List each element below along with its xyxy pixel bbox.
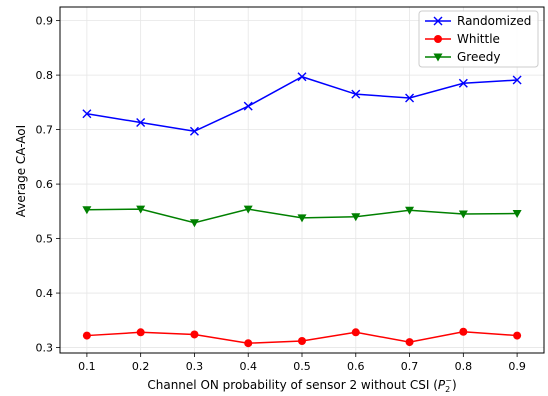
series-layer xyxy=(82,72,522,348)
marker-stroke xyxy=(243,101,253,111)
data-point xyxy=(512,210,522,219)
marker-stroke xyxy=(433,16,443,26)
marker-stroke xyxy=(351,89,361,99)
data-point xyxy=(190,330,199,339)
data-point xyxy=(298,337,306,346)
marker-stroke xyxy=(405,93,415,103)
x-tick-label: 0.6 xyxy=(347,360,365,373)
legend-marker xyxy=(434,35,442,43)
data-point xyxy=(82,331,91,340)
data-point xyxy=(136,118,146,128)
x-tick-label: 0.1 xyxy=(78,360,96,373)
data-point xyxy=(243,101,253,111)
x-axis-label-superscript: − xyxy=(445,376,452,385)
marker-stroke xyxy=(136,118,146,128)
data-point xyxy=(297,72,307,82)
y-tick-label: 0.3 xyxy=(36,342,54,355)
data-point xyxy=(189,126,199,136)
legend-entry: Greedy xyxy=(425,50,500,64)
legend: Randomized Whittle Greedy xyxy=(418,10,539,68)
y-tick-label: 0.8 xyxy=(36,69,54,82)
legend-entry: Randomized xyxy=(425,14,531,28)
data-point xyxy=(82,206,92,215)
y-tick-label: 0.7 xyxy=(36,124,54,137)
grid xyxy=(60,7,544,353)
data-point xyxy=(405,93,415,103)
marker-stroke xyxy=(512,75,522,85)
x-tick-label: 0.5 xyxy=(293,360,311,373)
x-axis-label: Channel ON probability of sensor 2 witho… xyxy=(147,376,456,394)
data-point xyxy=(458,78,468,88)
series-randomized xyxy=(82,72,522,136)
legend-marker xyxy=(433,53,443,62)
marker-stroke xyxy=(297,72,307,82)
data-point xyxy=(82,109,92,119)
legend-box xyxy=(418,10,539,68)
data-point xyxy=(136,205,146,214)
data-point xyxy=(513,331,522,340)
data-point xyxy=(405,338,414,347)
x-tick-label: 0.4 xyxy=(239,360,257,373)
legend-label: Randomized xyxy=(457,14,531,28)
x-tick-label: 0.7 xyxy=(401,360,419,373)
series-greedy xyxy=(82,205,522,228)
marker-stroke xyxy=(82,109,92,119)
data-point xyxy=(243,205,253,214)
legend-label: Whittle xyxy=(457,32,500,46)
data-point xyxy=(297,214,307,223)
x-tick-label: 0.3 xyxy=(186,360,204,373)
data-point xyxy=(351,89,361,99)
y-tick-label: 0.6 xyxy=(36,178,54,191)
x-axis-label-end: ) xyxy=(452,378,457,392)
x-tick-label: 0.9 xyxy=(508,360,526,373)
data-point xyxy=(244,339,253,348)
legend-marker xyxy=(433,16,443,26)
axis-ticks: 0.1 0.2 0.3 0.4 0.5 0.6 0.7 0.8 0.9 0.3 0.4 0.5 0.6 0… xyxy=(36,15,526,373)
data-point xyxy=(189,219,199,228)
x-axis-label-subscript: 2 xyxy=(445,385,450,394)
data-point xyxy=(136,328,145,337)
data-point xyxy=(351,213,361,222)
y-tick-label: 0.9 xyxy=(36,15,54,28)
legend-label: Greedy xyxy=(457,50,500,64)
x-axis-label-main: Channel ON probability of sensor 2 witho… xyxy=(147,378,438,392)
legend-entry: Whittle xyxy=(425,32,500,46)
x-axis-label-symbol: P xyxy=(438,378,446,392)
data-point xyxy=(351,328,360,337)
series-whittle xyxy=(82,327,522,348)
y-tick-label: 0.4 xyxy=(36,287,54,300)
data-point xyxy=(459,327,468,336)
y-tick-label: 0.5 xyxy=(36,233,54,246)
x-tick-label: 0.8 xyxy=(455,360,473,373)
marker-stroke xyxy=(458,78,468,88)
data-point xyxy=(405,206,415,215)
marker-stroke xyxy=(189,126,199,136)
y-axis-label: Average CA-AoI xyxy=(14,125,28,217)
data-point xyxy=(512,75,522,85)
x-tick-label: 0.2 xyxy=(132,360,150,373)
data-point xyxy=(458,210,468,219)
